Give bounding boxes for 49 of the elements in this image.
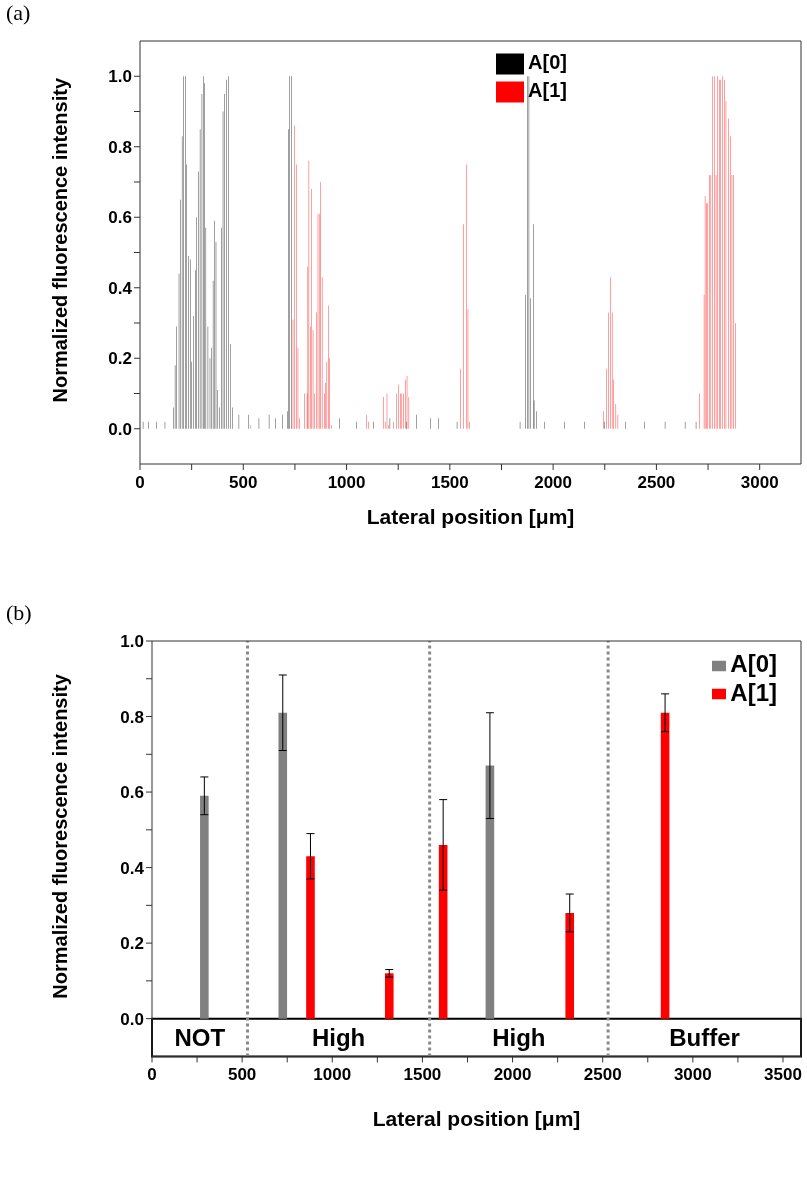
y-tick-label: 0.4	[120, 858, 145, 878]
x-axis-title: Lateral position [μm]	[372, 1107, 581, 1131]
x-tick-label: 2000	[493, 1065, 532, 1085]
x-tick-label: 1000	[327, 473, 366, 492]
x-tick-label: 0	[135, 473, 145, 492]
annotation: High	[311, 1024, 366, 1052]
x-tick-label: 3000	[673, 1065, 712, 1085]
chart-title: (a)	[6, 0, 31, 26]
bar	[565, 912, 575, 1019]
x-tick-label: 1500	[430, 473, 469, 492]
y-tick-label: 0.8	[120, 707, 144, 727]
x-axis-title: Lateral position [μm]	[366, 505, 575, 528]
x-tick-label: 500	[227, 1065, 257, 1085]
annotation: NOT	[174, 1024, 226, 1052]
y-tick-label: 0.0	[108, 419, 132, 439]
chart-title: (b)	[6, 600, 32, 626]
x-tick-label: 3000	[740, 473, 779, 492]
legend-label: A[1]	[528, 79, 567, 102]
y-axis-title: Normalized fluorescence intensity	[49, 77, 72, 403]
y-tick-label: 0.6	[120, 783, 144, 803]
y-tick-label: 1.0	[108, 67, 132, 87]
x-tick-label: 2500	[583, 1065, 622, 1085]
bar	[438, 844, 448, 1019]
legend-label: A[0]	[730, 650, 777, 677]
x-tick-label: 2000	[534, 473, 573, 492]
y-tick-label: 0.0	[120, 1009, 144, 1029]
annotation: High	[492, 1024, 546, 1052]
legend-label: A[0]	[528, 51, 567, 74]
y-axis-title: Normalized fluorescence intensity	[49, 673, 72, 999]
y-tick-label: 0.2	[108, 349, 132, 369]
annotation: Buffer	[669, 1024, 740, 1052]
bar	[200, 795, 209, 1019]
bar	[384, 973, 394, 1019]
x-tick-label: 0	[147, 1065, 157, 1085]
y-tick-label: 0.6	[108, 208, 132, 228]
bar	[660, 712, 670, 1019]
bar	[485, 765, 495, 1019]
x-tick-label: 3500	[764, 1065, 802, 1085]
legend-label: A[1]	[730, 678, 777, 706]
x-tick-label: 500	[229, 473, 258, 492]
y-tick-label: 0.8	[108, 137, 132, 157]
x-tick-label: 2500	[637, 473, 676, 492]
bar	[306, 856, 315, 1019]
y-tick-label: 0.4	[108, 278, 133, 298]
x-tick-label: 1500	[403, 1065, 442, 1085]
bar	[278, 712, 288, 1019]
y-tick-label: 0.2	[120, 934, 144, 954]
x-tick-label: 1000	[313, 1065, 352, 1085]
y-tick-label: 1.0	[120, 632, 144, 652]
